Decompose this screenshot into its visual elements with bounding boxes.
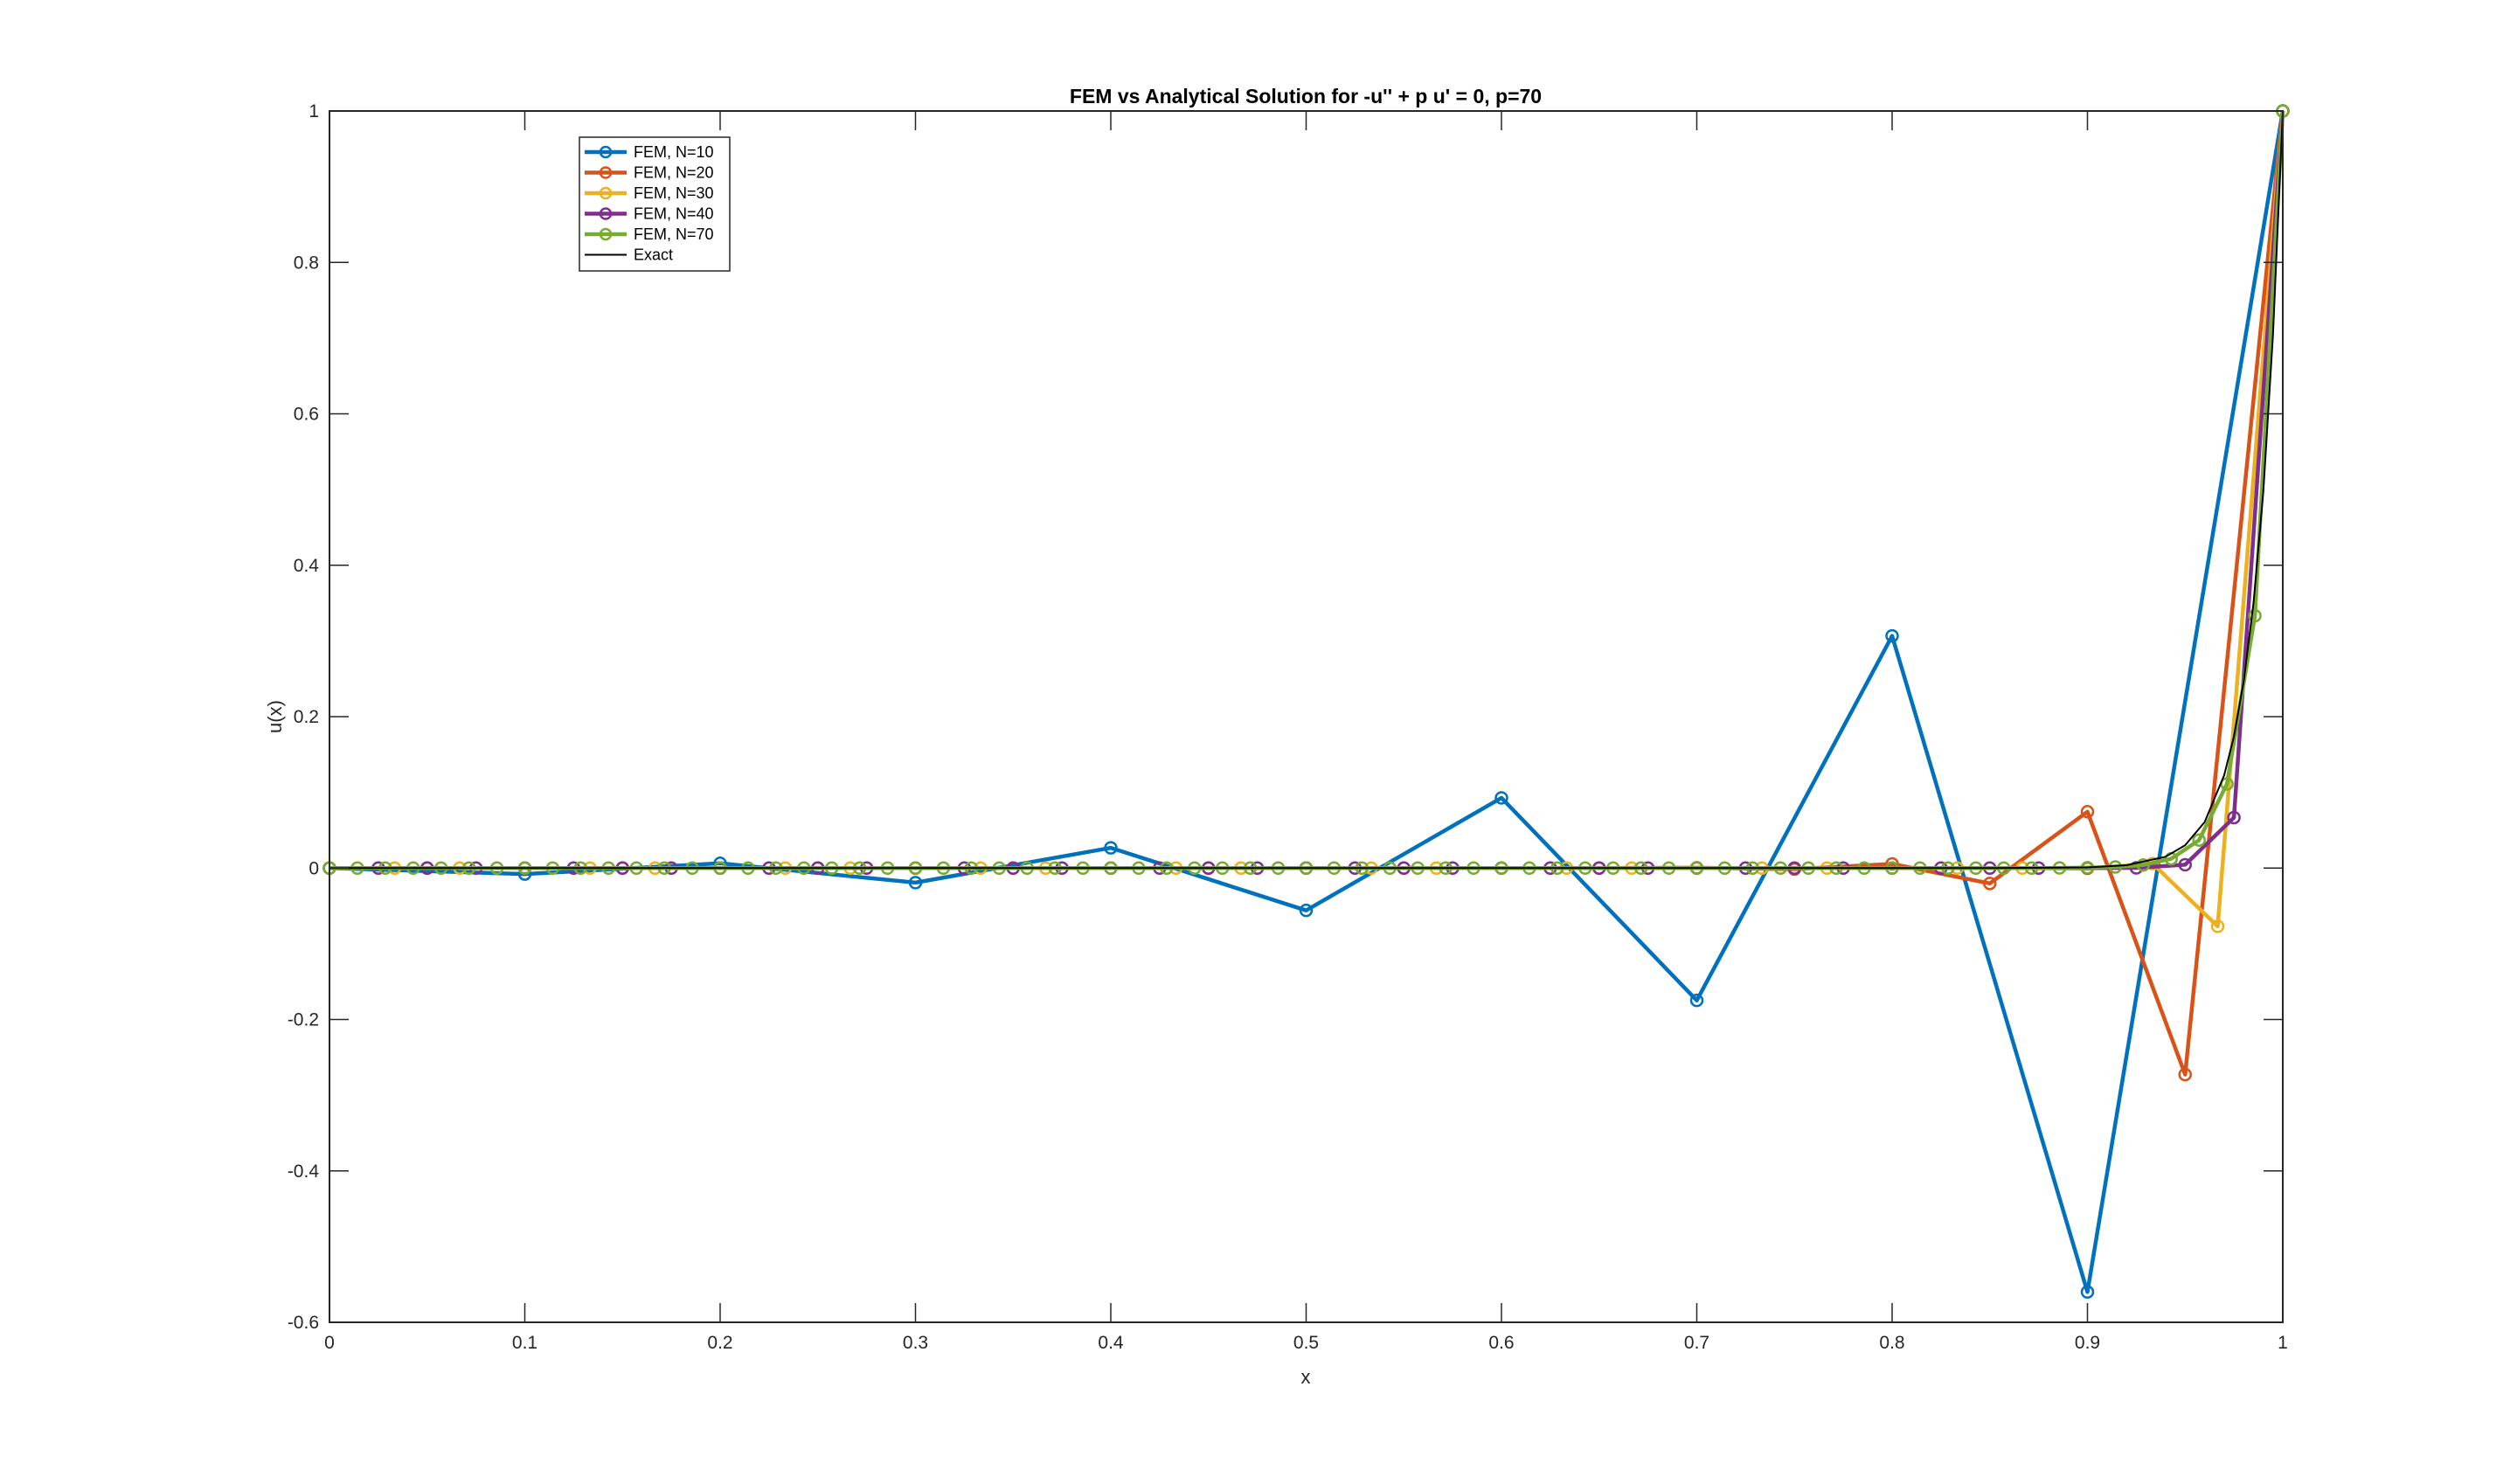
legend-entry-label: FEM, N=70 [634,225,714,243]
y-tick-label: -0.2 [288,1010,319,1030]
data-point [2210,919,2225,933]
legend-entry-label: Exact [634,246,673,264]
data-point [1104,841,1118,855]
series-layer [322,104,2290,1300]
legend-swatch-marker [599,166,613,179]
data-point [2192,833,2206,847]
legend-entry-label: FEM, N=30 [634,184,714,202]
data-point [2136,857,2151,872]
x-tick-label: 0.2 [707,1333,732,1353]
x-tick-label: 0.5 [1293,1333,1319,1353]
y-tick-label: -0.6 [288,1313,319,1333]
legend-box [579,136,731,272]
legend-swatch-marker [599,145,613,159]
series-line [329,110,2285,1294]
axes: 0 0.1 0.2 0.3 0.4 0.5 0.6 0.7 0.8 0.9 1 -0.6 -0.4 -0.… [288,101,2288,1353]
y-tick-label: 0.2 [294,707,319,727]
data-point [1689,993,1704,1008]
series-exact [329,110,2284,870]
legend-entry-label: FEM, N=40 [634,205,714,223]
x-tick-label: 0.4 [1098,1333,1124,1353]
data-point [1299,903,1314,918]
y-tick-label: 0.6 [294,405,319,425]
data-point [2227,810,2241,825]
data-point [908,876,923,890]
data-point [2080,1285,2095,1300]
x-tick-label: 0.3 [903,1333,928,1353]
x-tick-label: 0.1 [512,1333,537,1353]
y-axis-label: u(x) [264,700,286,733]
series-line [329,110,2284,870]
x-axis-label: x [1301,1366,1311,1388]
x-tick-label: 0.9 [2075,1333,2100,1353]
y-tick-label: 0.4 [294,556,320,576]
data-point [2080,805,2095,819]
chart-title: FEM vs Analytical Solution for -u'' + p … [1070,85,1542,107]
x-tick-label: 1 [2278,1333,2288,1353]
data-point [2178,1067,2192,1082]
axes-box [329,110,2284,1323]
x-tick-label: 0 [324,1333,335,1353]
legend: FEM, N=10 FEM, N=20 FEM, N=30 FEM, N=40 FEM,… [579,136,731,272]
legend-swatch-marker [599,186,613,200]
data-point [1494,791,1508,805]
legend-swatch-marker [599,207,613,220]
y-tick-label: 0 [309,858,319,878]
legend-entry-label: FEM, N=20 [634,164,714,182]
data-point [1885,628,1899,643]
x-tick-label: 0.6 [1488,1333,1514,1353]
data-point [1983,877,1997,891]
y-tick-label: 1 [309,101,319,121]
legend-swatch-marker [599,227,613,241]
y-tick-label: -0.4 [288,1162,320,1182]
data-point [2178,857,2192,872]
data-point [2248,608,2262,623]
x-tick-label: 0.7 [1684,1333,1709,1353]
x-tick-label: 0.8 [1879,1333,1904,1353]
y-tick-label: 0.8 [294,253,319,273]
legend-entry-label: FEM, N=10 [634,143,714,161]
series-n10 [322,104,2290,1300]
